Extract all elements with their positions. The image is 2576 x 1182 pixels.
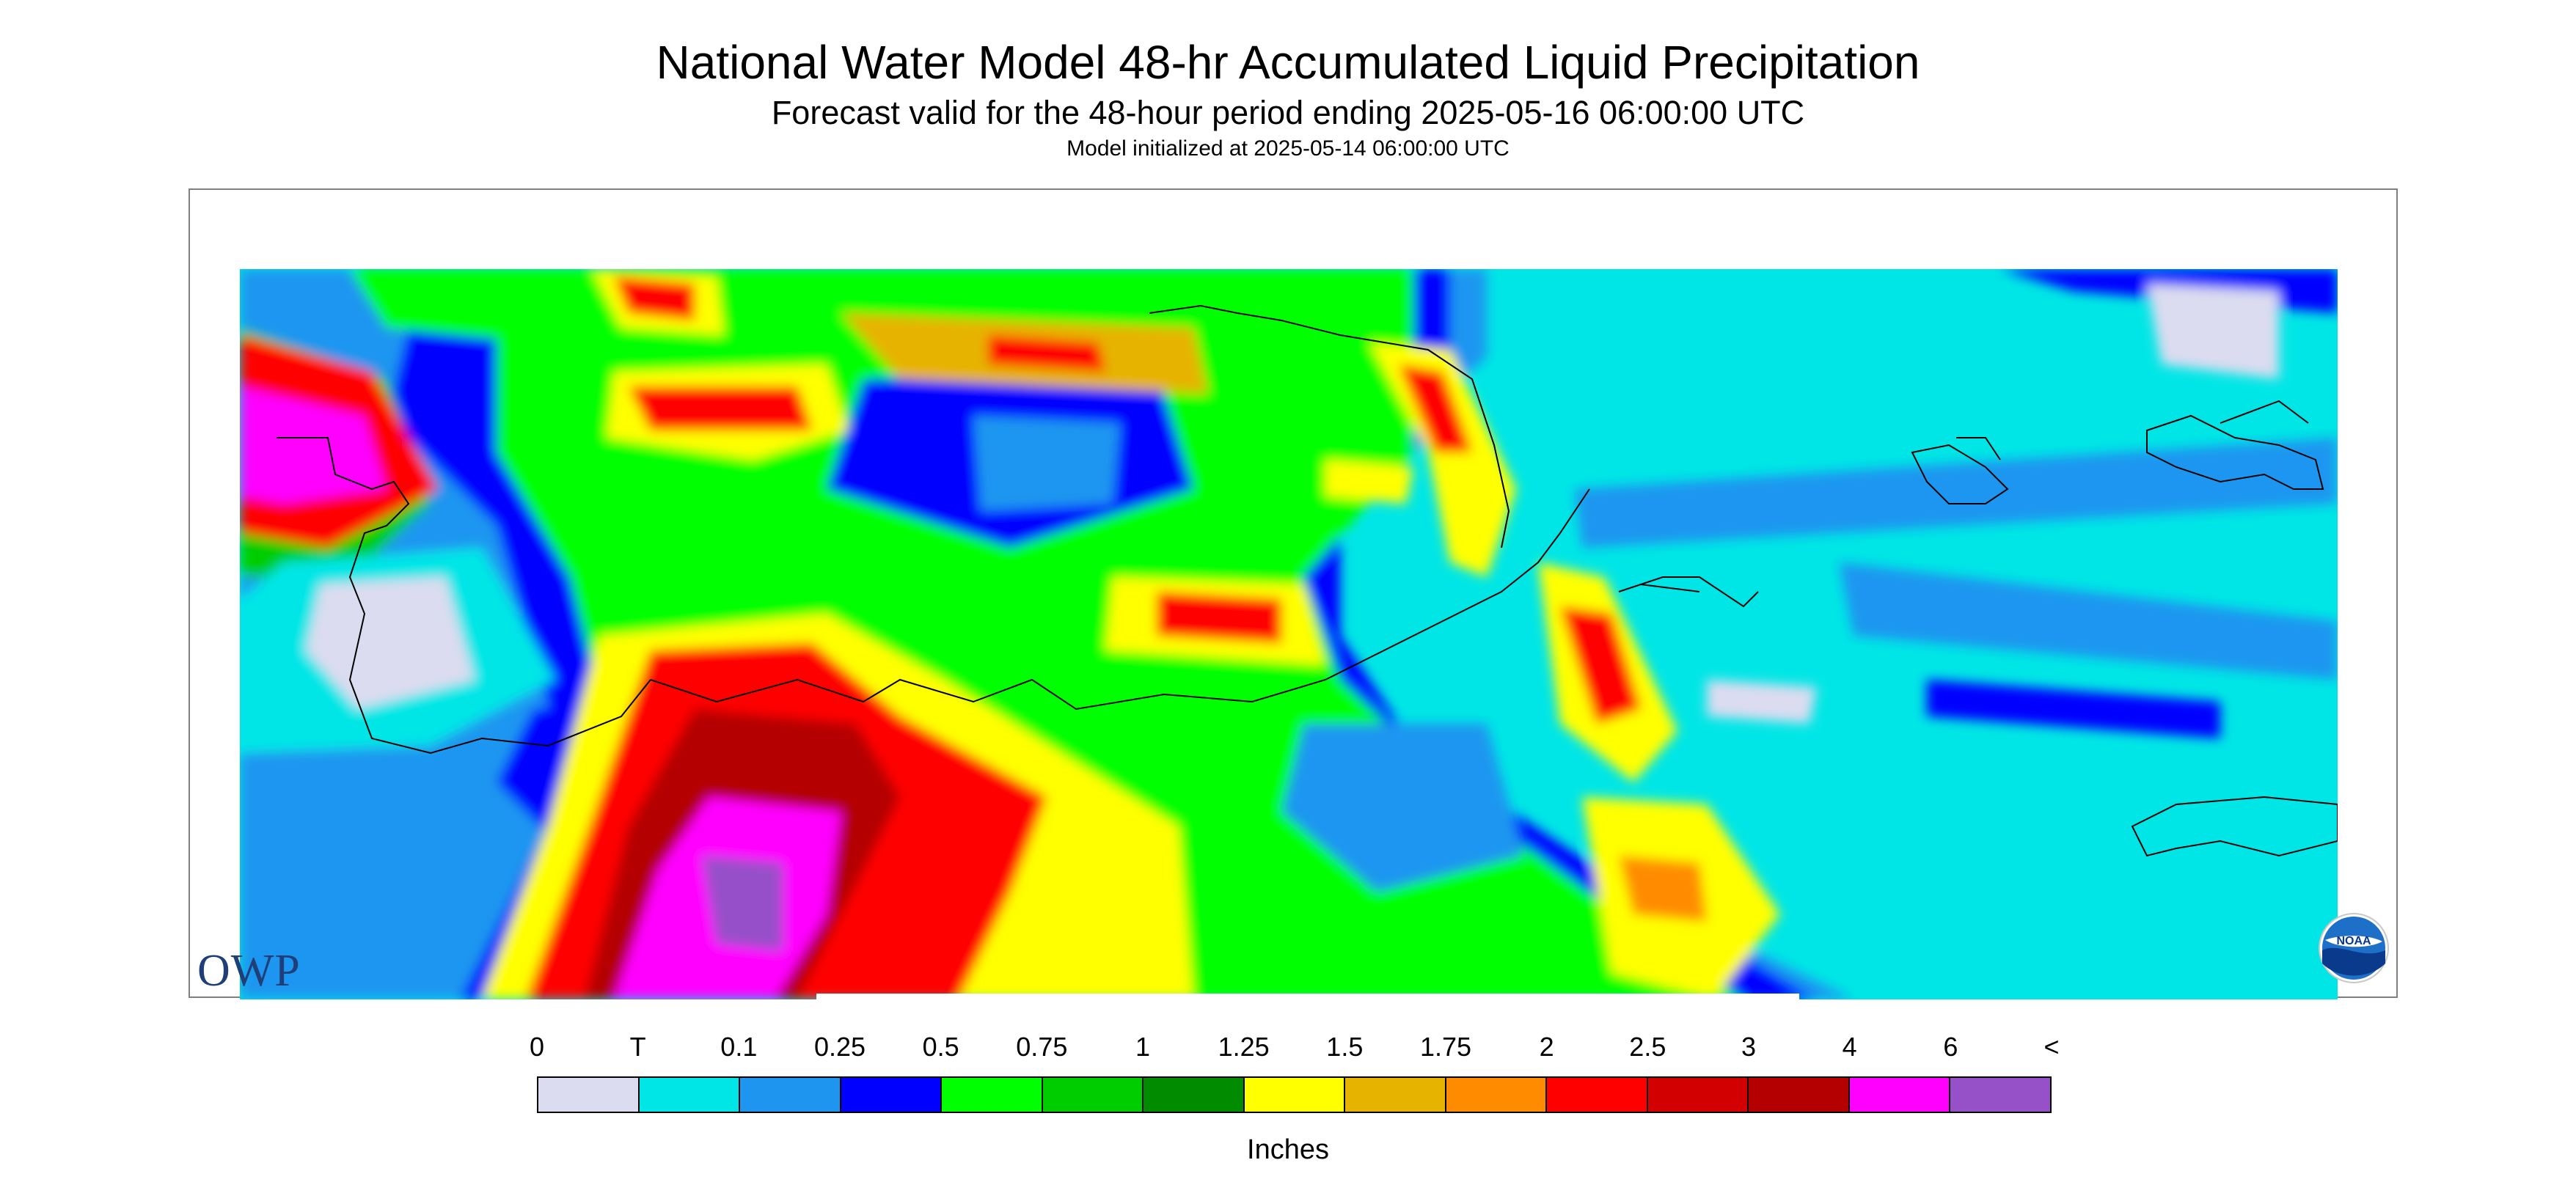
legend-tick-labels: 0 T 0.1 0.25 0.5 0.75 1 1.25 1.5 1.75 2 2.5 3 4 6 < xyxy=(0,1032,2576,1068)
noaa-logo-text: NOAA xyxy=(2336,935,2371,947)
legend-swatch xyxy=(1547,1078,1648,1112)
legend-tick-label: 0 xyxy=(529,1032,545,1062)
legend-tick-label: 2 xyxy=(1539,1032,1554,1062)
legend-tick-label: 1.75 xyxy=(1419,1032,1472,1062)
precipitation-map[interactable] xyxy=(240,269,2338,999)
forecast-valid-subtitle: Forecast valid for the 48-hour period en… xyxy=(771,94,1805,131)
legend-swatch xyxy=(1647,1078,1749,1112)
legend-swatch xyxy=(1446,1078,1548,1112)
legend-tick-label: 0.25 xyxy=(813,1032,866,1062)
legend-tick-label: < xyxy=(2043,1032,2060,1062)
legend-tick-label: 1 xyxy=(1135,1032,1151,1062)
map-frame: OWP NOAA xyxy=(189,188,2398,999)
legend-swatch xyxy=(639,1078,741,1112)
map-bottom-strip xyxy=(816,994,1799,999)
legend-units-label: Inches xyxy=(1247,1134,1329,1165)
legend-tick-label: 0.75 xyxy=(1016,1032,1068,1062)
legend-swatch xyxy=(740,1078,841,1112)
legend-tick-label: 0.1 xyxy=(720,1032,758,1062)
legend-swatch xyxy=(1950,1078,2050,1112)
noaa-logo: NOAA xyxy=(2319,913,2389,983)
legend-swatch xyxy=(1849,1078,1951,1112)
owp-logo: OWP xyxy=(197,945,388,996)
legend-swatch xyxy=(1244,1078,1346,1112)
legend-swatch xyxy=(1749,1078,1850,1112)
legend-tick-label: 3 xyxy=(1741,1032,1757,1062)
legend-tick-label: 1.5 xyxy=(1326,1032,1364,1062)
legend-color-bar xyxy=(537,1076,2052,1113)
legend-swatch xyxy=(942,1078,1043,1112)
legend-tick-label: 1.25 xyxy=(1218,1032,1270,1062)
legend-swatch xyxy=(1144,1078,1245,1112)
coastline-outlines xyxy=(277,304,2338,857)
legend-tick-label: 4 xyxy=(1842,1032,1857,1062)
legend-tick-label: T xyxy=(629,1032,646,1062)
legend-tick-label: 6 xyxy=(1943,1032,1958,1062)
precip-field-shapes xyxy=(240,269,2338,999)
legend-tick-label: 0.5 xyxy=(922,1032,959,1062)
legend-swatch xyxy=(841,1078,943,1112)
owp-logo-text: OWP xyxy=(197,946,301,996)
model-init-line: Model initialized at 2025-05-14 06:00:00… xyxy=(1066,136,1510,161)
legend-swatch xyxy=(1042,1078,1144,1112)
legend-swatch xyxy=(538,1078,640,1112)
legend-swatch xyxy=(1345,1078,1446,1112)
legend-tick-label: 2.5 xyxy=(1629,1032,1666,1062)
page-title: National Water Model 48-hr Accumulated L… xyxy=(656,36,1920,89)
